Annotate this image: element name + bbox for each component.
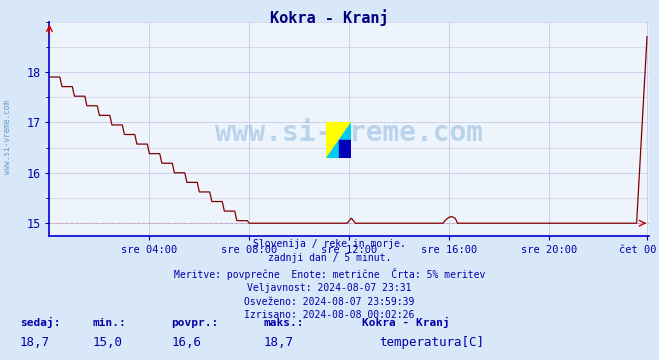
Text: maks.:: maks.: [264,318,304,328]
Text: 18,7: 18,7 [20,336,50,349]
Text: sedaj:: sedaj: [20,317,60,328]
Text: Slovenija / reke in morje.
zadnji dan / 5 minut.
Meritve: povprečne  Enote: metr: Slovenija / reke in morje. zadnji dan / … [174,239,485,320]
Text: www.si-vreme.com: www.si-vreme.com [215,119,483,147]
Text: 18,7: 18,7 [264,336,294,349]
Polygon shape [339,140,351,158]
Text: www.si-vreme.com: www.si-vreme.com [3,100,13,174]
Text: 15,0: 15,0 [92,336,123,349]
Text: temperatura[C]: temperatura[C] [379,336,484,349]
Polygon shape [326,122,351,158]
Polygon shape [326,122,351,158]
Text: Kokra - Kranj: Kokra - Kranj [270,9,389,26]
Text: povpr.:: povpr.: [171,318,219,328]
Text: 16,6: 16,6 [171,336,202,349]
Text: Kokra - Kranj: Kokra - Kranj [362,317,450,328]
Text: min.:: min.: [92,318,126,328]
